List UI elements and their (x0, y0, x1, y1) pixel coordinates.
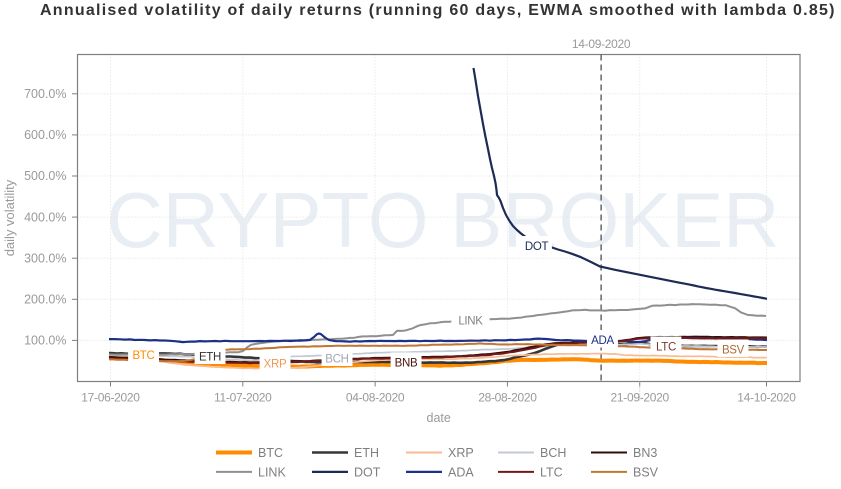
svg-text:400.0%: 400.0% (24, 210, 66, 224)
svg-text:ADA: ADA (448, 465, 474, 479)
svg-text:BSV: BSV (633, 465, 659, 479)
svg-text:BCH: BCH (325, 354, 348, 366)
svg-text:ETH: ETH (354, 446, 379, 460)
svg-text:BTC: BTC (258, 446, 283, 460)
svg-text:17-06-2020: 17-06-2020 (81, 391, 140, 405)
svg-text:100.0%: 100.0% (24, 334, 66, 348)
svg-text:04-08-2020: 04-08-2020 (346, 391, 405, 405)
svg-text:daily volatility: daily volatility (2, 179, 17, 256)
svg-text:LTC: LTC (540, 465, 563, 479)
svg-text:date: date (427, 411, 451, 425)
svg-text:28-08-2020: 28-08-2020 (478, 391, 537, 405)
svg-text:CRYPTO BROKER: CRYPTO BROKER (106, 176, 779, 264)
svg-text:11-07-2020: 11-07-2020 (214, 391, 272, 405)
svg-text:DOT: DOT (354, 465, 381, 479)
svg-text:LINK: LINK (258, 465, 286, 479)
svg-text:700.0%: 700.0% (24, 87, 66, 101)
svg-text:BNB: BNB (395, 358, 418, 370)
svg-text:LTC: LTC (656, 342, 676, 354)
svg-text:200.0%: 200.0% (24, 293, 66, 307)
svg-text:DOT: DOT (525, 241, 549, 253)
svg-text:BSV: BSV (722, 345, 745, 357)
svg-text:LINK: LINK (458, 316, 483, 328)
svg-text:500.0%: 500.0% (24, 169, 66, 183)
svg-text:ETH: ETH (199, 352, 221, 364)
svg-text:XRP: XRP (264, 359, 287, 371)
svg-text:BTC: BTC (132, 350, 154, 362)
svg-text:BN3: BN3 (633, 446, 657, 460)
svg-text:XRP: XRP (448, 446, 474, 460)
svg-text:14-10-2020: 14-10-2020 (737, 391, 796, 405)
svg-text:ADA: ADA (591, 335, 614, 347)
svg-text:300.0%: 300.0% (24, 251, 66, 265)
svg-text:600.0%: 600.0% (24, 128, 66, 142)
svg-text:BCH: BCH (540, 446, 566, 460)
svg-text:14-09-2020: 14-09-2020 (572, 37, 631, 51)
